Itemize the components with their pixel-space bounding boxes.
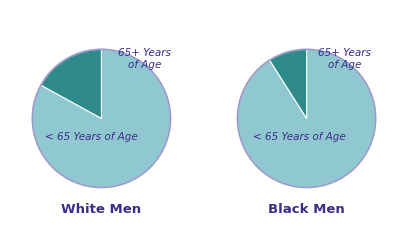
Wedge shape: [41, 50, 102, 119]
Text: < 65 Years of Age: < 65 Years of Age: [45, 131, 137, 141]
Wedge shape: [237, 50, 376, 188]
Wedge shape: [32, 50, 171, 188]
Text: 65+ Years
of Age: 65+ Years of Age: [118, 48, 171, 69]
Title: Black Men: Black Men: [268, 203, 345, 216]
Wedge shape: [270, 50, 306, 119]
Text: < 65 Years of Age: < 65 Years of Age: [253, 131, 346, 141]
Text: 65+ Years
of Age: 65+ Years of Age: [318, 48, 371, 69]
Title: White Men: White Men: [61, 203, 142, 216]
